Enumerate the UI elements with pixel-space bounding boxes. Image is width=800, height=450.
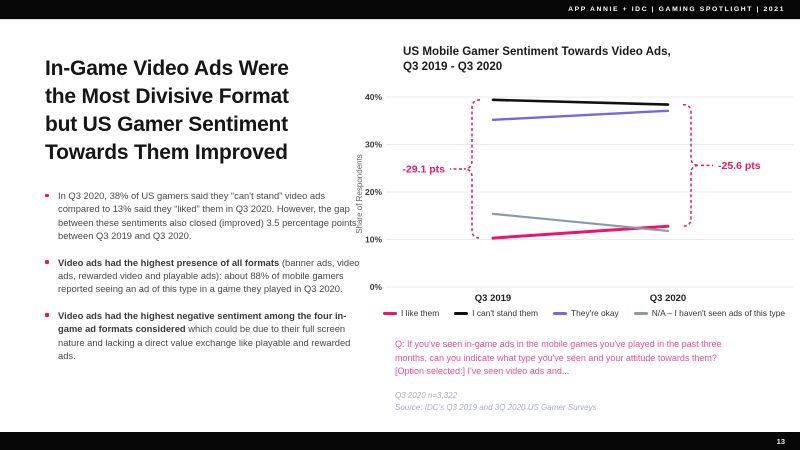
- legend-item: I can't stand them: [454, 308, 538, 318]
- annotation-label: -25.6 pts: [718, 160, 761, 172]
- chart-title: US Mobile Gamer Sentiment Towards Video …: [403, 45, 671, 73]
- annotation-label: -29.1 pts: [402, 163, 445, 175]
- bullet-item: Video ads had the highest presence of al…: [45, 256, 363, 296]
- bullet-item: Video ads had the highest negative senti…: [45, 309, 363, 363]
- y-tick-label: 20%: [365, 187, 382, 197]
- legend-swatch: [553, 311, 568, 315]
- legend-item: N/A – I haven't seen ads of this type: [633, 308, 786, 318]
- series-line-2: [491, 109, 670, 121]
- legend-label: I like them: [401, 308, 440, 318]
- y-axis-title: Share of Respondents: [355, 154, 364, 234]
- x-axis-label: Q3 2019: [475, 293, 511, 304]
- top-bar: APP ANNIE + IDC | GAMING SPOTLIGHT | 202…: [0, 0, 800, 20]
- x-axis-label: Q3 2020: [650, 293, 686, 304]
- legend-swatch: [383, 311, 397, 315]
- legend-label: They're okay: [571, 308, 619, 318]
- y-tick-label: 30%: [365, 140, 382, 150]
- top-bar-text: APP ANNIE + IDC | GAMING SPOTLIGHT | 202…: [568, 6, 785, 13]
- legend-item: I like them: [383, 308, 439, 318]
- legend-label: I can't stand them: [472, 308, 539, 318]
- survey-question: Q: If you've seen in-game ads in the mob…: [395, 339, 722, 376]
- legend-label: N/A – I haven't seen ads of this type: [651, 308, 786, 318]
- bottom-bar: 13: [0, 432, 800, 450]
- legend-swatch: [454, 311, 469, 315]
- legend-item: They're okay: [553, 308, 619, 318]
- legend-swatch: [633, 311, 648, 315]
- page-number: 13: [776, 436, 785, 446]
- bullet-marker: [45, 260, 49, 264]
- y-tick-label: 40%: [365, 92, 382, 102]
- bullet-item: In Q3 2020, 38% of US gamers said they “…: [45, 189, 363, 243]
- series-line-1: [491, 98, 670, 106]
- y-tick-label: 10%: [365, 235, 382, 245]
- series-line-3: [491, 212, 670, 233]
- bullet-list: In Q3 2020, 38% of US gamers said they “…: [45, 189, 363, 375]
- bullet-marker: [45, 193, 49, 197]
- sentiment-chart: 0% 10% 20% 30% 40% Share of Respondents Q3 201…: [355, 92, 793, 304]
- slide-title: In-Game Video Ads Were the Most Divisive…: [45, 57, 289, 164]
- y-tick-label: 0%: [370, 282, 383, 292]
- chart-legend: I like them I can't stand them They're oka…: [383, 308, 795, 318]
- annotation-brace: [463, 99, 481, 239]
- bullet-marker: [45, 313, 49, 317]
- source-footnote: Q3 2020 n=3,322 Source: IDC's Q3 2019 an…: [395, 391, 597, 412]
- annotation-brace: [682, 103, 700, 227]
